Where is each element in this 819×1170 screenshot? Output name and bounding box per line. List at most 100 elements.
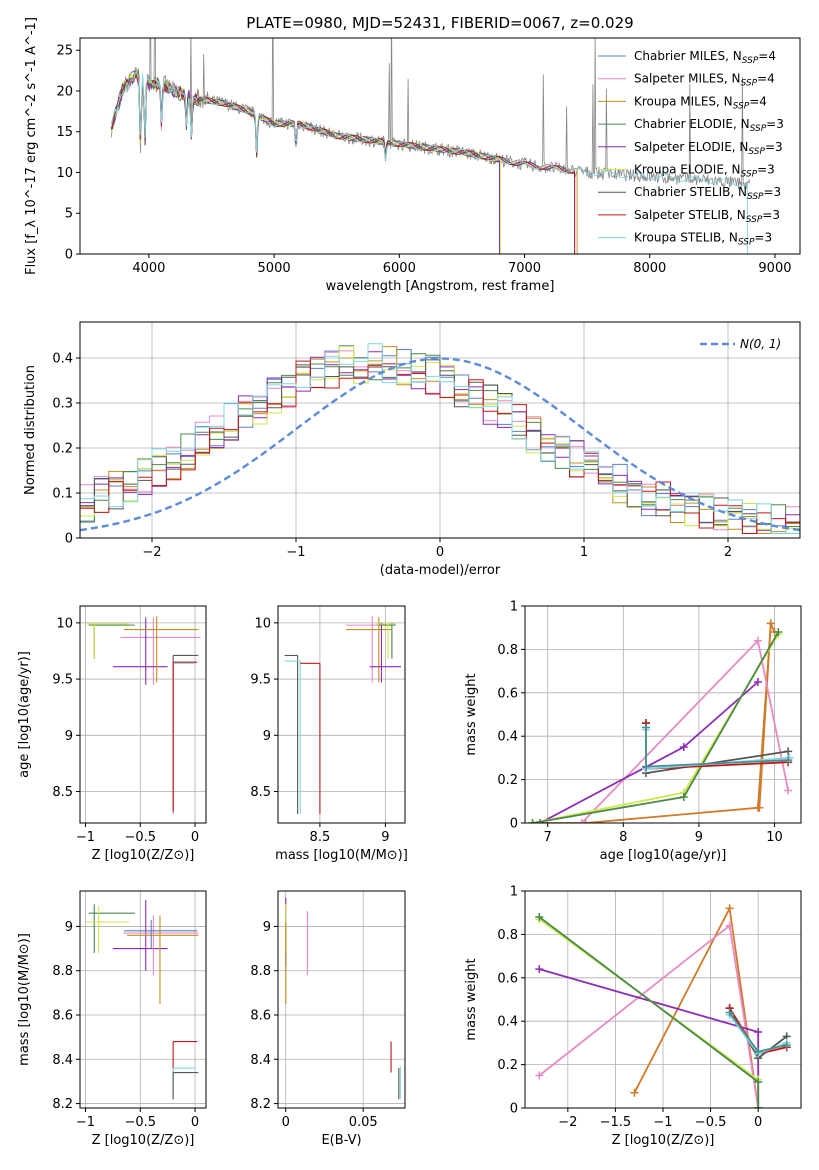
- mass-weight-marker: [535, 913, 544, 922]
- y-tick-label: 0.8: [497, 643, 518, 658]
- mass-weight-line: [538, 916, 760, 1108]
- y-tick-label: 10: [56, 166, 73, 181]
- x-tick-label: −1: [76, 830, 95, 845]
- legend-name: Kroupa STELIB, N: [634, 231, 738, 245]
- legend-entry: Salpeter MILES, NSSP=4: [634, 72, 775, 89]
- figure-title: PLATE=0980, MJD=52431, FIBERID=0067, z=0…: [246, 14, 633, 32]
- mass-weight-marker: [754, 1077, 763, 1086]
- x-tick-label: −0.5: [695, 1115, 727, 1130]
- legend-name: Kroupa ELODIE, N: [634, 163, 741, 177]
- legend-name: Chabrier STELIB, N: [634, 185, 747, 199]
- legend-name: Salpeter ELODIE, N: [634, 140, 748, 154]
- mass-weight-marker: [535, 965, 544, 974]
- y-tick-label: 8.6: [250, 1009, 271, 1024]
- x-tick-label: 4000: [132, 261, 165, 276]
- axes-spectrum: 4000 5000 6000 7000 8000 9000 0 5 10 15 20 25 wavele…: [24, 17, 801, 294]
- x-axis-label: Z [log10(Z/Z⊙)]: [92, 848, 195, 863]
- legend-entry: N(0, 1): [740, 337, 781, 351]
- x-tick-label: 5000: [258, 261, 291, 276]
- model-spectrum-line: [111, 73, 576, 254]
- y-tick-label: 0.6: [497, 686, 518, 701]
- x-tick-label: 0.05: [349, 1115, 378, 1130]
- mass-weight-marker: [784, 756, 793, 765]
- plot-area-mass_vs_EBV: [285, 897, 401, 1100]
- y-tick-label: 1: [510, 885, 518, 900]
- x-axis-label: mass [log10(M/M⊙)]: [275, 848, 408, 863]
- axes-mass_vs_Z: −1 −0.5 0 8.2 8.4 8.6 8.8 9 Z [log10(Z/Z⊙)] mass …: [17, 890, 207, 1148]
- y-tick-label: 8.5: [250, 785, 271, 800]
- y-tick-label: 8.8: [52, 964, 73, 979]
- legend-entry: Chabrier ELODIE, NSSP=3: [634, 117, 784, 134]
- model-spectrum-line: [110, 72, 576, 254]
- plot-area-residuals: [80, 343, 800, 534]
- mass-weight-line: [633, 905, 760, 1108]
- legend-nssp: =4: [758, 49, 776, 63]
- y-tick-label: 0.2: [497, 1058, 518, 1073]
- mass-weight-marker: [577, 819, 586, 823]
- mass-weight-line: [532, 633, 780, 823]
- gaussian-curve: [80, 357, 800, 532]
- y-tick-label: 0.2: [497, 773, 518, 788]
- y-tick-label: 0.4: [52, 352, 73, 367]
- legend-name: Kroupa MILES, N: [634, 94, 733, 108]
- legend-subscript: SSP: [741, 79, 758, 89]
- legend-subscript: SSP: [733, 101, 750, 111]
- legend-subscript: SSP: [750, 124, 767, 134]
- x-tick-label: 8.5: [310, 830, 331, 845]
- axes-mass_weight_vs_Z: −2 −1.5 −1 −0.5 0 0 0.2 0.4 0.6 0.8 1 Z [log10(Z/Z⊙…: [464, 885, 802, 1148]
- legend-nssp: =4: [749, 94, 767, 108]
- x-tick-label: −2: [558, 1115, 577, 1130]
- x-tick-label: −0.5: [124, 1115, 156, 1130]
- mass-weight-marker: [725, 1008, 734, 1017]
- x-tick-label: −0.5: [124, 830, 156, 845]
- plot-area-mass_vs_Z: [86, 899, 199, 1100]
- x-tick-label: −2: [142, 545, 161, 560]
- mass-weight-marker: [754, 1047, 763, 1056]
- x-tick-label: 6000: [383, 261, 416, 276]
- x-tick-label: 0: [754, 1115, 762, 1130]
- x-tick-label: 9: [695, 830, 703, 845]
- x-tick-label: 0: [191, 830, 199, 845]
- x-tick-label: 8000: [633, 261, 666, 276]
- mass-weight-marker: [641, 723, 650, 732]
- y-axis-label: mass weight: [464, 958, 479, 1040]
- axes-frame: [79, 37, 801, 255]
- mass-weight-line: [538, 924, 760, 1108]
- residual-histogram: [80, 359, 800, 534]
- axes-mass_weight_vs_age: 7 8 9 10 0 0.2 0.4 0.6 0.8 1 age [log10(age/yr)] ma…: [464, 600, 802, 863]
- x-tick-label: 0: [191, 1115, 199, 1130]
- legend-nssp: =4: [757, 72, 775, 86]
- x-tick-label: 7: [544, 830, 552, 845]
- x-tick-label: −1.5: [600, 1115, 632, 1130]
- legend-subscript: SSP: [746, 215, 763, 225]
- y-tick-label: 9.5: [250, 673, 271, 688]
- y-tick-label: 0.4: [497, 1015, 518, 1030]
- mass-weight-marker: [784, 747, 793, 756]
- axes-frame: [277, 890, 406, 1109]
- y-tick-label: 0.2: [52, 442, 73, 457]
- residual-histogram: [80, 343, 800, 534]
- y-tick-label: 8.6: [52, 1009, 73, 1024]
- axes-age_vs_Z: −1 −0.5 0 8.5 9 9.5 10 Z [log10(Z/Z⊙)] age [log1…: [17, 605, 207, 863]
- y-tick-label: 9.5: [52, 673, 73, 688]
- x-axis-label: wavelength [Angstrom, rest frame]: [326, 279, 555, 294]
- y-tick-label: 25: [56, 44, 73, 59]
- mass-weight-marker: [528, 819, 537, 823]
- axes-mass_vs_EBV: 0 0.05 8.2 8.4 8.6 8.8 9 E(B-V): [250, 890, 406, 1148]
- legend-name: Salpeter MILES, N: [634, 72, 741, 86]
- legend-subscript: SSP: [738, 238, 755, 248]
- y-axis-label: mass [log10(M/M⊙)]: [17, 933, 32, 1066]
- y-tick-label: 0: [510, 1102, 518, 1117]
- mass-weight-marker: [725, 904, 734, 913]
- x-axis-label: (data-model)/error: [380, 563, 501, 578]
- y-axis-label: Flux [f_λ 10^-17 erg cm^-2 s^-1 A^-1]: [24, 17, 39, 275]
- x-tick-label: 10: [766, 830, 783, 845]
- plot-area-age_vs_mass: [284, 616, 402, 815]
- plot-area-age_vs_Z: [86, 616, 201, 815]
- legend-subscript: SSP: [741, 170, 758, 180]
- legend-entry: Salpeter STELIB, NSSP=3: [634, 208, 780, 225]
- mass-weight-marker: [725, 921, 734, 930]
- mass-weight-line: [532, 623, 776, 823]
- x-tick-label: −1: [653, 1115, 672, 1130]
